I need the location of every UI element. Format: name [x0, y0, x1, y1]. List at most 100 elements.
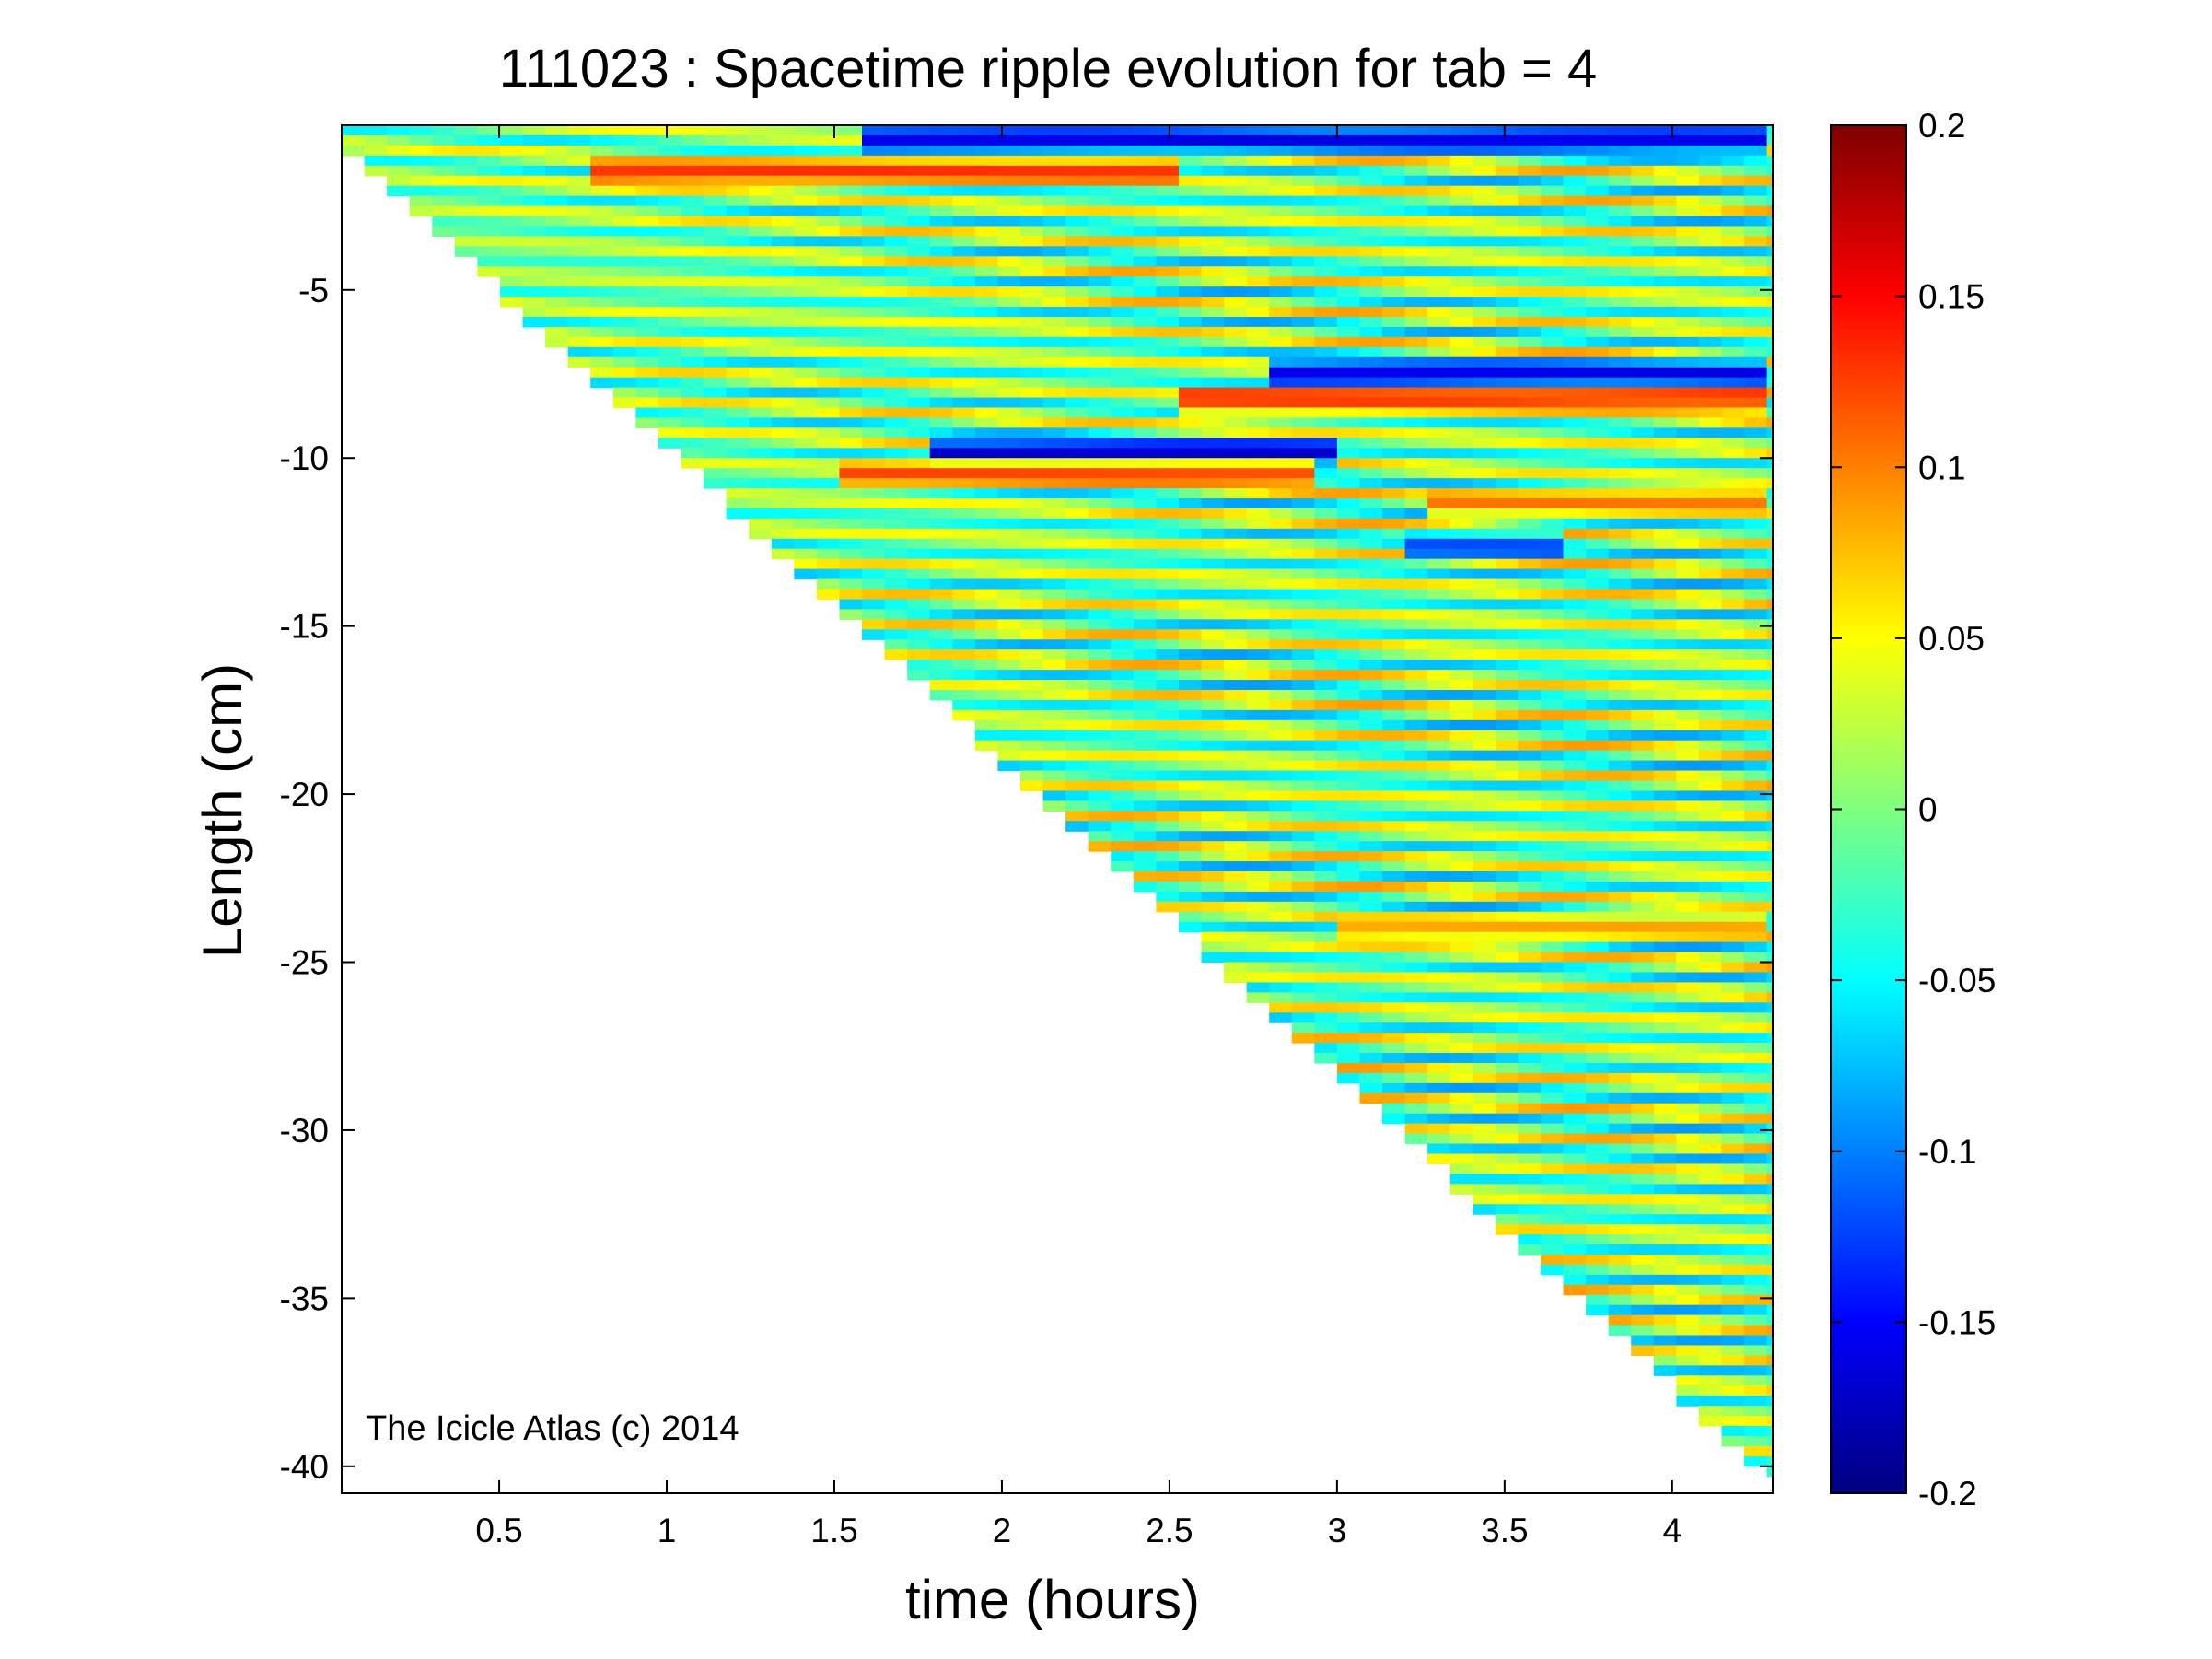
heatmap-cell: [1427, 1053, 1451, 1064]
heatmap-cell: [1540, 1204, 1565, 1215]
heatmap-cell: [1269, 760, 1293, 772]
heatmap-cell: [1449, 609, 1473, 620]
heatmap-cell: [1473, 831, 1496, 842]
heatmap-cell: [1019, 367, 1044, 379]
heatmap-cell: [1088, 488, 1112, 499]
heatmap-cell: [1653, 811, 1677, 822]
heatmap-cell: [952, 599, 976, 611]
heatmap-cell: [1019, 346, 1044, 358]
heatmap-cell: [1676, 256, 1700, 267]
heatmap-cell: [974, 639, 999, 650]
x-tick-label: 2.5: [1146, 1512, 1193, 1549]
heatmap-cell: [1518, 226, 1542, 238]
heatmap-cell: [1019, 226, 1044, 238]
heatmap-cell: [1404, 297, 1428, 308]
heatmap-cell: [1744, 1143, 1768, 1155]
heatmap-cell: [1563, 962, 1587, 974]
heatmap-cell: [929, 478, 953, 489]
heatmap-cell: [1449, 780, 1473, 792]
heatmap-cell: [1586, 448, 1610, 459]
heatmap-cell: [1269, 992, 1293, 1003]
heatmap-cell: [658, 125, 682, 136]
heatmap-cell: [1495, 629, 1519, 640]
heatmap-cell: [1359, 216, 1383, 228]
heatmap-cell: [997, 730, 1021, 742]
heatmap-cell: [658, 346, 682, 358]
heatmap-cell: [1246, 831, 1270, 842]
heatmap-cell: [1676, 478, 1700, 489]
heatmap-cell: [1698, 790, 1723, 801]
heatmap-cell: [477, 195, 501, 207]
heatmap-cell: [771, 488, 795, 499]
heatmap-cell: [1473, 1043, 1496, 1054]
heatmap-cell: [1473, 851, 1496, 862]
heatmap-cell: [1563, 518, 1587, 530]
heatmap-cell: [1721, 458, 1745, 469]
heatmap-cell: [1540, 125, 1565, 136]
heatmap-cell: [974, 568, 999, 580]
heatmap-cell: [1224, 750, 1248, 762]
heatmap-cell: [974, 387, 999, 399]
heatmap-cell: [1224, 699, 1248, 711]
heatmap-cell: [1586, 1022, 1610, 1034]
heatmap-cell: [1676, 1153, 1700, 1165]
heatmap-cell: [1382, 367, 1406, 379]
heatmap-cell: [1314, 478, 1338, 489]
heatmap-cell: [1314, 326, 1338, 338]
heatmap-cell: [1495, 619, 1519, 630]
heatmap-column: [1449, 125, 1473, 1195]
heatmap-cell: [1608, 1033, 1632, 1044]
heatmap-cell: [884, 498, 908, 509]
heatmap-cell: [635, 387, 659, 399]
heatmap-cell: [1540, 326, 1565, 338]
heatmap-cell: [1518, 438, 1542, 449]
heatmap-cell: [1744, 578, 1768, 590]
heatmap-cell: [1608, 387, 1632, 399]
heatmap-cell: [342, 134, 366, 146]
heatmap-cell: [1540, 316, 1565, 328]
heatmap-cell: [635, 417, 659, 428]
heatmap-cell: [794, 397, 818, 409]
heatmap-cell: [1586, 1254, 1610, 1266]
heatmap-cell: [1246, 709, 1270, 721]
heatmap-cell: [1224, 175, 1248, 187]
heatmap-cell: [1291, 851, 1315, 862]
heatmap-cell: [1404, 498, 1428, 509]
heatmap-cell: [1382, 670, 1406, 681]
heatmap-cell: [1133, 811, 1157, 822]
heatmap-cell: [1269, 417, 1293, 428]
heatmap-cell: [1336, 972, 1361, 984]
heatmap-cell: [1449, 589, 1473, 601]
heatmap-cell: [1698, 478, 1723, 489]
heatmap-cell: [794, 276, 818, 287]
heatmap-cell: [1336, 387, 1361, 399]
heatmap-cell: [907, 609, 931, 620]
heatmap-cell: [1676, 346, 1700, 358]
heatmap-cell: [974, 216, 999, 228]
heatmap-cell: [907, 498, 931, 509]
heatmap-cell: [1698, 326, 1723, 338]
heatmap-cell: [658, 387, 682, 399]
heatmap-cell: [749, 508, 773, 520]
heatmap-cell: [1111, 649, 1135, 660]
heatmap-cell: [681, 226, 704, 238]
heatmap-cell: [1133, 528, 1157, 540]
heatmap-cell: [1449, 699, 1473, 711]
heatmap-cell: [1473, 1113, 1496, 1125]
heatmap-cell: [1314, 1043, 1338, 1054]
heatmap-cell: [1766, 1143, 1773, 1155]
heatmap-cell: [1563, 236, 1587, 247]
heatmap-cell: [997, 760, 1021, 772]
heatmap-cell: [1698, 448, 1723, 459]
heatmap-cell: [1698, 458, 1723, 469]
heatmap-cell: [771, 134, 795, 146]
heatmap-cell: [522, 276, 546, 287]
heatmap-cell: [816, 316, 841, 328]
heatmap-cell: [1382, 1072, 1406, 1084]
heatmap-cell: [1698, 1033, 1723, 1044]
heatmap-cell: [1744, 1033, 1768, 1044]
heatmap-cell: [1473, 226, 1496, 238]
heatmap-cell: [1336, 921, 1361, 933]
heatmap-cell: [1111, 538, 1135, 550]
heatmap-cell: [1314, 740, 1338, 752]
